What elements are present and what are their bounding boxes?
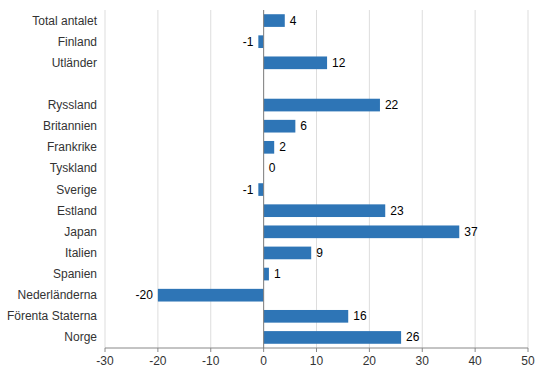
labels: 4 -1 12 22 620 -1 23 37 9 1 -20 16 26 xyxy=(136,14,478,345)
bar xyxy=(264,14,285,27)
category-label: Ryssland xyxy=(48,98,97,112)
bar xyxy=(264,247,312,260)
x-axis-line xyxy=(105,348,528,349)
tick-mark xyxy=(528,348,529,352)
category-label: Spanien xyxy=(53,267,97,281)
bar xyxy=(264,331,401,344)
category-label: Utländer xyxy=(52,56,97,70)
category-label: Tyskland xyxy=(50,161,97,175)
zero-line xyxy=(263,10,264,348)
tick-label: 30 xyxy=(416,354,430,368)
grid-line xyxy=(528,10,529,348)
data-label: 1 xyxy=(274,267,281,281)
data-label: 22 xyxy=(385,98,399,112)
background xyxy=(0,0,546,376)
tick-mark xyxy=(210,348,211,352)
bar xyxy=(264,99,380,112)
x-axis: -30 -20 -10 0 10 20 30 40 50 xyxy=(96,348,535,368)
category-label: Nederländerna xyxy=(18,288,98,302)
tick-label: 50 xyxy=(521,354,535,368)
tick-mark xyxy=(422,348,423,352)
grid-line xyxy=(105,10,106,348)
data-label: 37 xyxy=(464,225,478,239)
data-label: 26 xyxy=(406,330,420,344)
data-label: 4 xyxy=(290,14,297,28)
bar xyxy=(264,268,269,281)
tick-label: -10 xyxy=(202,354,220,368)
category-label: Japan xyxy=(64,225,97,239)
grid-line xyxy=(369,10,370,348)
category-label: Italien xyxy=(65,246,97,260)
data-label: 16 xyxy=(353,309,367,323)
data-label: -1 xyxy=(243,183,254,197)
tick-mark xyxy=(105,348,106,352)
bar xyxy=(264,204,386,217)
data-label: 23 xyxy=(390,204,404,218)
tick-mark xyxy=(316,348,317,352)
tick-label: 0 xyxy=(260,354,267,368)
category-label: Total antalet xyxy=(32,14,97,28)
data-label: 6 xyxy=(300,119,307,133)
tick-mark xyxy=(157,348,158,352)
y-axis: Total antalet Finland Utländer Ryssland Brit… xyxy=(7,14,98,345)
bar xyxy=(264,141,275,154)
tick-label: -20 xyxy=(149,354,167,368)
tick-mark xyxy=(475,348,476,352)
category-label: Britannien xyxy=(43,119,97,133)
category-label: Estland xyxy=(57,204,97,218)
tick-label: -30 xyxy=(96,354,114,368)
category-label: Frankrike xyxy=(47,140,97,154)
bar xyxy=(264,310,349,323)
bar xyxy=(158,289,264,302)
grid-line xyxy=(475,10,476,348)
data-label: -20 xyxy=(136,288,154,302)
data-label: 0 xyxy=(269,161,276,175)
bar xyxy=(258,183,263,196)
tick-mark xyxy=(369,348,370,352)
bar xyxy=(258,35,263,48)
category-label: Sverige xyxy=(56,183,97,197)
data-label: 12 xyxy=(332,56,346,70)
bar xyxy=(264,225,460,238)
chart-container: -30-20-10010203040504-11222620-1233791-2… xyxy=(0,0,546,376)
bars xyxy=(158,14,459,344)
data-label: 2 xyxy=(279,140,286,154)
data-label: 9 xyxy=(316,246,323,260)
tick-label: 20 xyxy=(363,354,377,368)
tick-mark xyxy=(263,348,264,352)
category-label: Finland xyxy=(58,35,97,49)
grid-line xyxy=(263,10,264,348)
grid xyxy=(105,10,528,348)
bar xyxy=(264,120,296,133)
category-label: Förenta Staterna xyxy=(7,309,97,323)
tick-label: 10 xyxy=(310,354,324,368)
grid-line xyxy=(422,10,423,348)
data-label: -1 xyxy=(243,35,254,49)
category-label: Norge xyxy=(64,330,97,344)
chart: -30-20-10010203040504-11222620-1233791-2… xyxy=(0,0,546,376)
bar xyxy=(264,56,327,69)
tick-label: 40 xyxy=(468,354,482,368)
